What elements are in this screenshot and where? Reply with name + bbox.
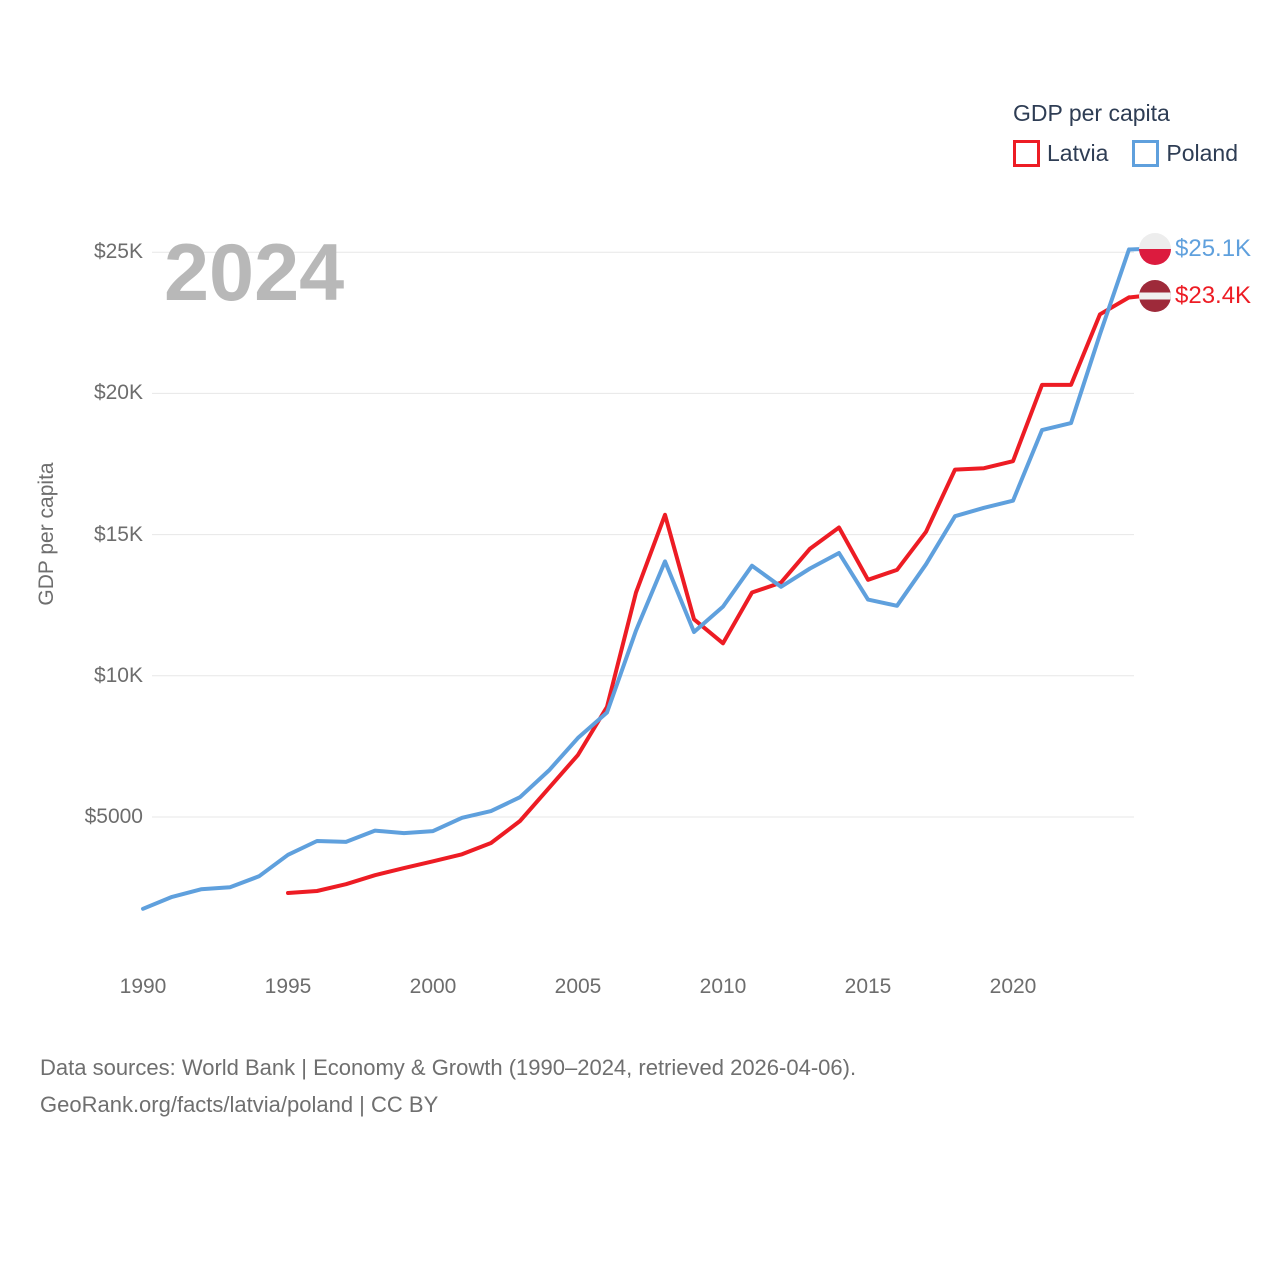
legend-swatch-latvia — [1013, 140, 1040, 167]
legend-label-latvia: Latvia — [1047, 140, 1109, 166]
source-line-1: Data sources: World Bank | Economy & Gro… — [40, 1055, 857, 1080]
poland-end-value-label: $25.1K — [1175, 235, 1252, 262]
x-tick-label: 1990 — [119, 975, 167, 998]
y-tick-label: $25K — [93, 240, 143, 264]
source-line-2: GeoRank.org/facts/latvia/poland | CC BY — [40, 1092, 439, 1117]
legend-items: Latvia Poland — [1013, 140, 1238, 167]
legend-swatch-poland — [1132, 140, 1160, 167]
x-tick-label: 2015 — [844, 975, 892, 998]
line-poland — [141, 247, 1131, 911]
x-tick-label: 2010 — [699, 975, 747, 998]
latvia-end-value-label: $23.4K — [1175, 282, 1252, 309]
legend-label-poland: Poland — [1166, 140, 1238, 166]
flag-endpoints — [1128, 233, 1171, 312]
gridlines — [152, 251, 1134, 818]
x-tick-label: 2020 — [989, 975, 1037, 998]
y-tick-label: $5000 — [84, 805, 143, 828]
y-tick-label: $20K — [93, 381, 143, 405]
year-watermark: 2024 — [164, 228, 344, 318]
x-tick-label: 2005 — [554, 975, 602, 998]
x-tick-label: 1995 — [264, 975, 312, 998]
source-attribution: Data sources: World Bank | Economy & Gro… — [40, 1049, 856, 1123]
y-tick-label: $15K — [93, 522, 143, 546]
poland-flag-icon — [1139, 233, 1171, 265]
y-tick-label: $10K — [93, 663, 143, 687]
series-lines — [141, 247, 1131, 911]
legend-title: GDP per capita — [1013, 100, 1170, 126]
line-latvia — [286, 295, 1131, 895]
legend: GDP per capita Latvia Poland — [1013, 100, 1238, 167]
x-tick-label: 2000 — [409, 975, 457, 998]
latvia-flag-icon — [1139, 280, 1171, 312]
